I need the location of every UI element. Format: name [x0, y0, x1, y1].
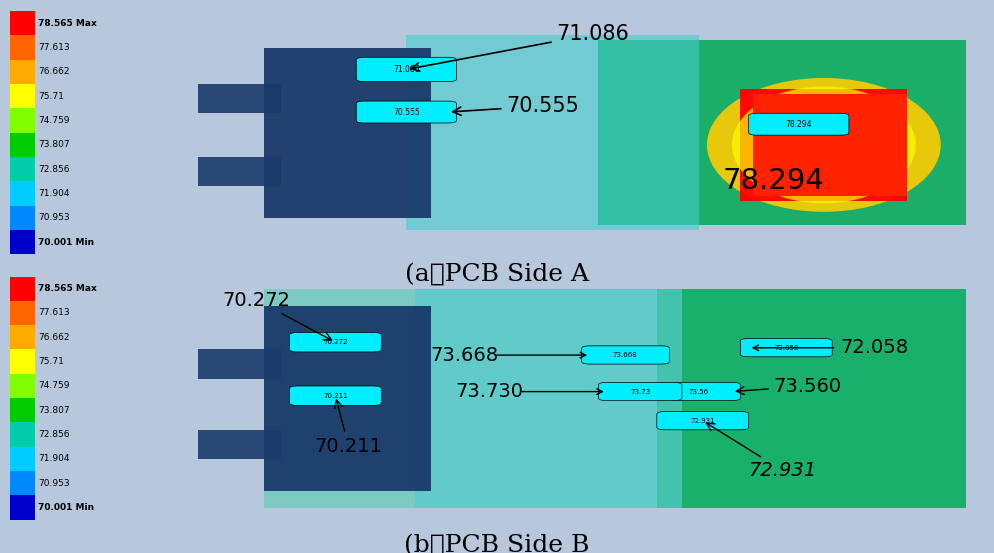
Text: 73.807: 73.807 — [38, 140, 70, 149]
FancyBboxPatch shape — [598, 382, 682, 400]
FancyBboxPatch shape — [581, 346, 669, 364]
FancyBboxPatch shape — [657, 411, 748, 430]
Text: 73.73: 73.73 — [630, 389, 650, 395]
Text: 71.904: 71.904 — [38, 189, 70, 198]
Text: 70.211: 70.211 — [323, 393, 348, 399]
Bar — [198, 349, 281, 379]
Text: 71.904: 71.904 — [38, 455, 70, 463]
Text: 70.211: 70.211 — [314, 400, 383, 456]
Text: 73.668: 73.668 — [430, 346, 498, 364]
Text: 70.001 Min: 70.001 Min — [38, 503, 93, 512]
Text: 73.668: 73.668 — [612, 352, 637, 358]
Text: 78.565 Max: 78.565 Max — [38, 19, 96, 28]
FancyBboxPatch shape — [289, 386, 382, 405]
Text: 77.613: 77.613 — [38, 43, 70, 52]
Text: 73.560: 73.560 — [737, 377, 842, 395]
FancyBboxPatch shape — [289, 332, 382, 352]
Bar — [407, 35, 699, 230]
Text: 71.086: 71.086 — [411, 24, 629, 71]
Text: 72.856: 72.856 — [38, 165, 70, 174]
Text: 70.555: 70.555 — [393, 107, 419, 117]
Text: 74.759: 74.759 — [38, 116, 70, 125]
Text: 73.807: 73.807 — [38, 406, 70, 415]
FancyBboxPatch shape — [657, 382, 741, 400]
Bar — [264, 48, 431, 218]
Bar — [741, 89, 908, 201]
Text: (a）PCB Side A: (a）PCB Side A — [405, 262, 589, 285]
Text: 77.613: 77.613 — [38, 309, 70, 317]
Text: 75.71: 75.71 — [38, 92, 64, 101]
Bar — [598, 40, 966, 225]
Text: 78.294: 78.294 — [723, 168, 825, 195]
Text: 70.272: 70.272 — [223, 291, 332, 340]
Ellipse shape — [732, 86, 915, 204]
Text: 72.058: 72.058 — [774, 345, 798, 351]
Text: 73.56: 73.56 — [689, 389, 709, 395]
FancyBboxPatch shape — [741, 338, 832, 357]
Bar — [264, 306, 431, 491]
FancyBboxPatch shape — [748, 113, 849, 135]
Text: 76.662: 76.662 — [38, 67, 70, 76]
Ellipse shape — [707, 78, 940, 212]
Text: 73.730: 73.730 — [455, 382, 523, 401]
Text: 72.931: 72.931 — [691, 418, 715, 424]
Text: 78.294: 78.294 — [785, 119, 812, 129]
Text: 70.953: 70.953 — [38, 479, 70, 488]
Text: 70.272: 70.272 — [323, 339, 348, 345]
Text: 72.856: 72.856 — [38, 430, 70, 439]
FancyBboxPatch shape — [356, 58, 456, 82]
Bar — [198, 84, 281, 113]
Text: 71.086: 71.086 — [393, 65, 419, 74]
Bar — [752, 94, 908, 196]
Text: 78.565 Max: 78.565 Max — [38, 284, 96, 293]
Bar — [198, 157, 281, 186]
Bar — [264, 289, 966, 508]
Text: 72.931: 72.931 — [707, 423, 817, 480]
Text: 74.759: 74.759 — [38, 382, 70, 390]
Bar — [414, 289, 682, 508]
Bar — [657, 289, 966, 508]
Text: 70.953: 70.953 — [38, 213, 70, 222]
Text: 70.001 Min: 70.001 Min — [38, 238, 93, 247]
Text: 75.71: 75.71 — [38, 357, 64, 366]
Text: 76.662: 76.662 — [38, 333, 70, 342]
Text: (b）PCB Side B: (b）PCB Side B — [405, 533, 589, 553]
Text: 70.555: 70.555 — [452, 96, 580, 116]
Text: 72.058: 72.058 — [841, 338, 909, 357]
Bar — [198, 430, 281, 459]
FancyBboxPatch shape — [356, 101, 456, 123]
